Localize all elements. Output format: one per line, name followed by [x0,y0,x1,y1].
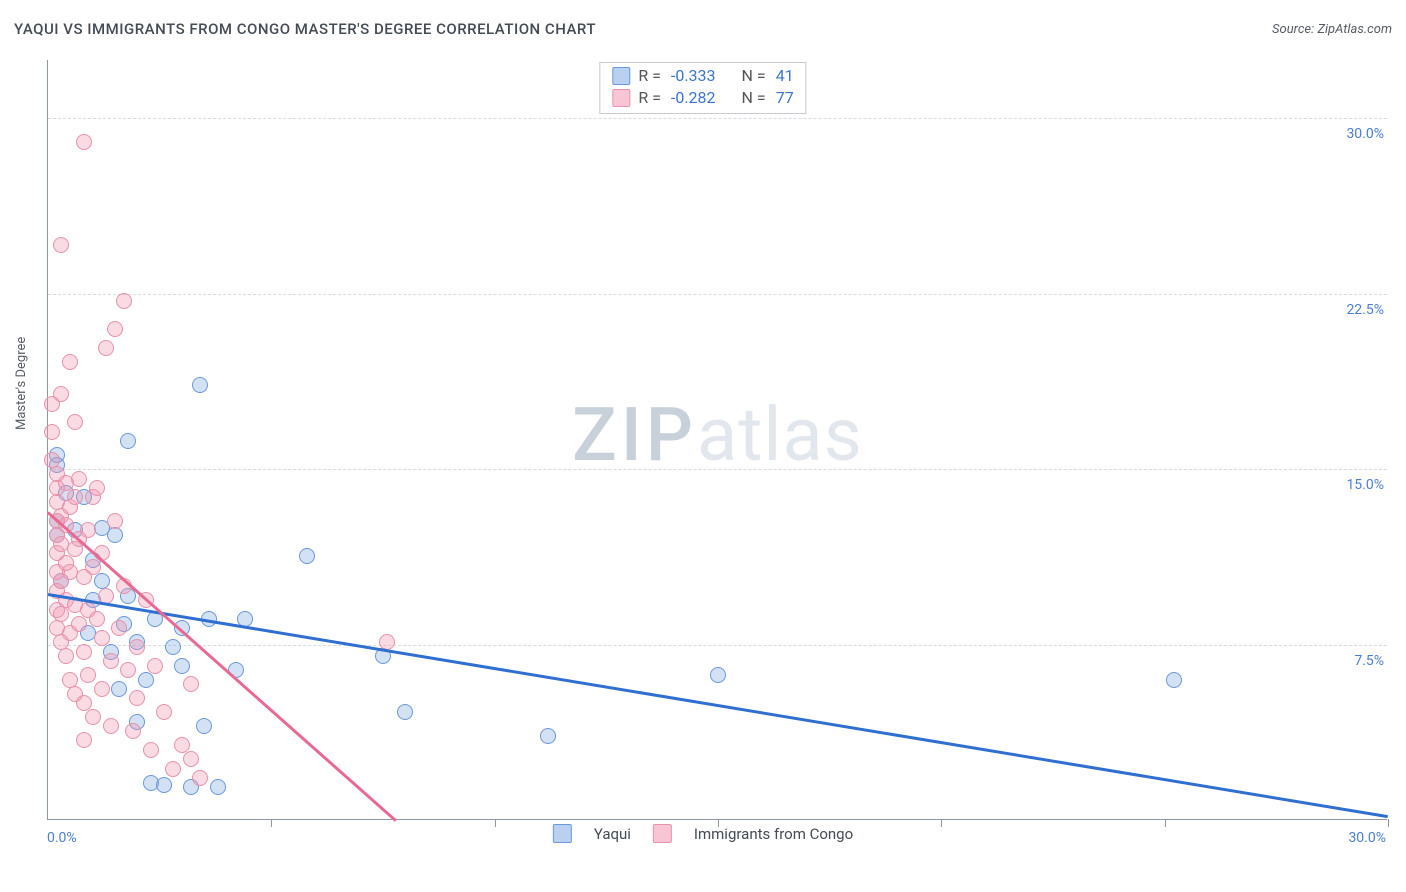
data-point [165,639,181,655]
data-point [120,433,136,449]
data-point [183,676,199,692]
data-point [67,489,83,505]
stats-box: R = -0.333 N = 41 R = -0.282 N = 77 [599,62,806,114]
y-tick-label: 15.0% [1342,477,1388,493]
trend-line [48,593,1388,818]
data-point [397,704,413,720]
plot-area: ZIPatlas 7.5% 15.0% 22.5% 30.0% [47,60,1387,820]
data-point [129,690,145,706]
data-point [107,513,123,529]
swatch-icon [653,824,672,843]
data-point [540,728,556,744]
gridline [48,118,1387,119]
data-point [125,723,141,739]
data-point [53,237,69,253]
data-point [210,779,226,795]
legend-label: Immigrants from Congo [694,825,853,843]
data-point [76,732,92,748]
swatch-icon [612,67,630,85]
data-point [76,134,92,150]
stats-row-series-2: R = -0.282 N = 77 [612,87,793,109]
y-tick-label: 30.0% [1342,126,1388,142]
data-point [80,522,96,538]
data-point [44,424,60,440]
legend-label: Yaqui [594,825,631,843]
gridline [48,645,1387,646]
data-point [116,293,132,309]
watermark: ZIPatlas [572,392,863,479]
data-point [107,321,123,337]
x-tick [1165,819,1166,827]
x-axis-min-label: 0.0% [47,830,77,846]
data-point [103,653,119,669]
data-point [299,548,315,564]
data-point [85,709,101,725]
data-point [147,658,163,674]
data-point [71,616,87,632]
legend: Yaqui Immigrants from Congo [553,824,853,843]
source-label: Source: ZipAtlas.com [1272,22,1392,37]
data-point [67,414,83,430]
data-point [1166,672,1182,688]
x-tick [1388,819,1389,827]
data-point [174,658,190,674]
data-point [62,354,78,370]
y-axis-title: Master's Degree [14,337,29,430]
data-point [107,527,123,543]
data-point [129,639,145,655]
data-point [94,630,110,646]
data-point [71,471,87,487]
data-point [165,761,181,777]
chart-title: YAQUI VS IMMIGRANTS FROM CONGO MASTER'S … [14,20,596,38]
y-tick-label: 22.5% [1342,302,1388,318]
x-axis-max-label: 30.0% [1348,830,1386,846]
data-point [143,742,159,758]
data-point [53,386,69,402]
data-point [89,480,105,496]
gridline [48,294,1387,295]
data-point [156,777,172,793]
data-point [120,662,136,678]
data-point [710,667,726,683]
data-point [98,340,114,356]
data-point [80,667,96,683]
data-point [85,559,101,575]
data-point [156,704,172,720]
data-point [76,644,92,660]
x-tick [271,819,272,827]
data-point [111,681,127,697]
data-point [192,770,208,786]
data-point [111,620,127,636]
data-point [192,377,208,393]
trend-line [47,512,397,823]
data-point [94,681,110,697]
data-point [196,718,212,734]
gridline [48,469,1387,470]
stats-row-series-1: R = -0.333 N = 41 [612,65,793,87]
x-tick [941,819,942,827]
swatch-icon [612,89,630,107]
data-point [138,672,154,688]
data-point [183,751,199,767]
y-tick-label: 7.5% [1350,653,1388,669]
x-tick [495,819,496,827]
data-point [58,648,74,664]
swatch-icon [553,824,572,843]
data-point [103,718,119,734]
data-point [89,611,105,627]
